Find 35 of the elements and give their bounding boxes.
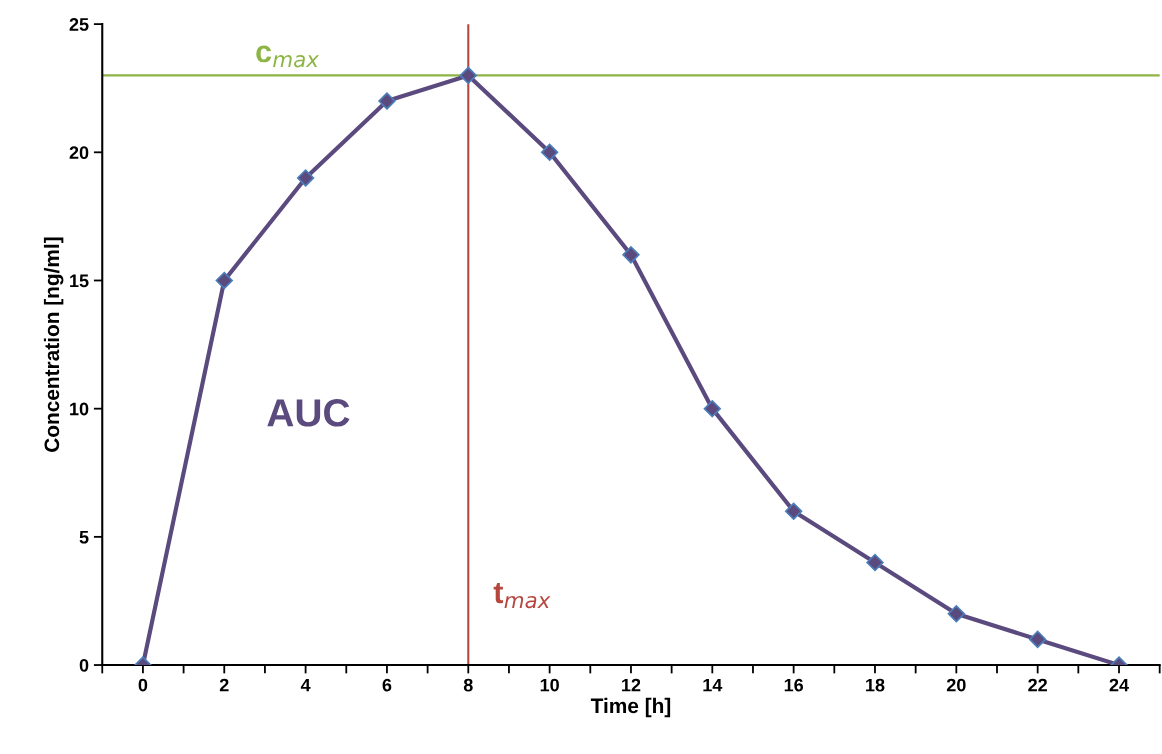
x-tick-label: 22 (1028, 678, 1047, 692)
y-tick-label: 10 (70, 402, 89, 416)
x-tick-label: 10 (540, 678, 559, 692)
x-tick-label: 20 (946, 678, 966, 692)
y-tick-label: 5 (79, 530, 89, 544)
y-tick-label: 0 (79, 658, 89, 672)
x-tick-label: 24 (1109, 678, 1129, 692)
y-tick-label: 20 (69, 146, 89, 160)
point (622, 246, 640, 264)
annotation: AUC (267, 399, 350, 427)
x-tick-label: 6 (382, 678, 392, 692)
y-tick-label: 15 (70, 274, 89, 288)
point (378, 92, 396, 110)
point (215, 271, 233, 290)
x-tick-label: 2 (219, 678, 229, 692)
x-tick-label: 8 (463, 678, 473, 692)
y-tick-label: 25 (69, 18, 89, 31)
point (540, 143, 559, 162)
ref-line-label: c$_{max}$ (256, 45, 320, 68)
point (784, 502, 803, 520)
point (703, 399, 721, 418)
point (296, 169, 315, 187)
point (1028, 630, 1047, 649)
x-tick-label: 16 (784, 678, 804, 692)
point (866, 553, 884, 572)
point (947, 605, 966, 623)
x-axis-title: Time [h] (590, 697, 671, 718)
x-tick-label: 12 (622, 678, 641, 692)
x-tick-label: 4 (300, 678, 311, 692)
x-tick-label: 18 (866, 678, 885, 692)
y-axis-title: Concentration [ng/ml] (43, 237, 64, 452)
x-tick-label: 14 (703, 678, 723, 692)
x-tick-label: 0 (138, 678, 148, 692)
point (459, 66, 477, 85)
ref-line-label: t$_{max}$ (493, 582, 551, 609)
